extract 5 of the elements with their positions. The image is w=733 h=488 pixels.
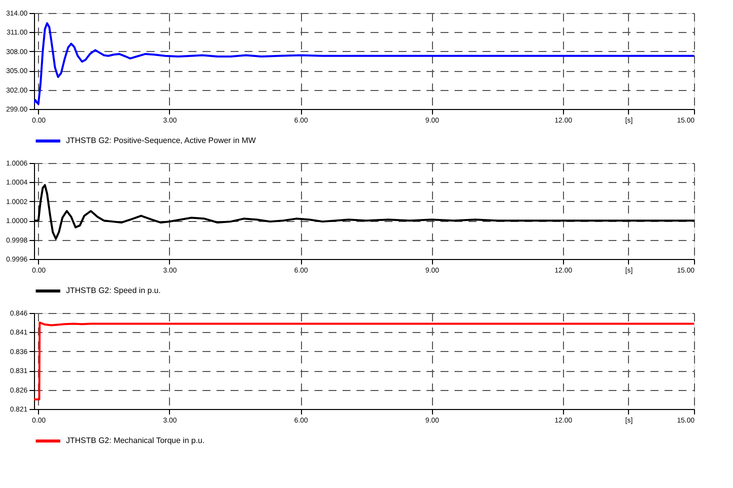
legend-label: JTHSTB G2: Positive-Sequence, Active Power in MW	[66, 136, 256, 145]
line-series	[34, 322, 694, 400]
line-series	[34, 22, 694, 105]
legend-label: JTHSTB G2: Speed in p.u.	[66, 286, 161, 295]
legend-label: JTHSTB G2: Mechanical Torque in p.u.	[66, 436, 205, 445]
